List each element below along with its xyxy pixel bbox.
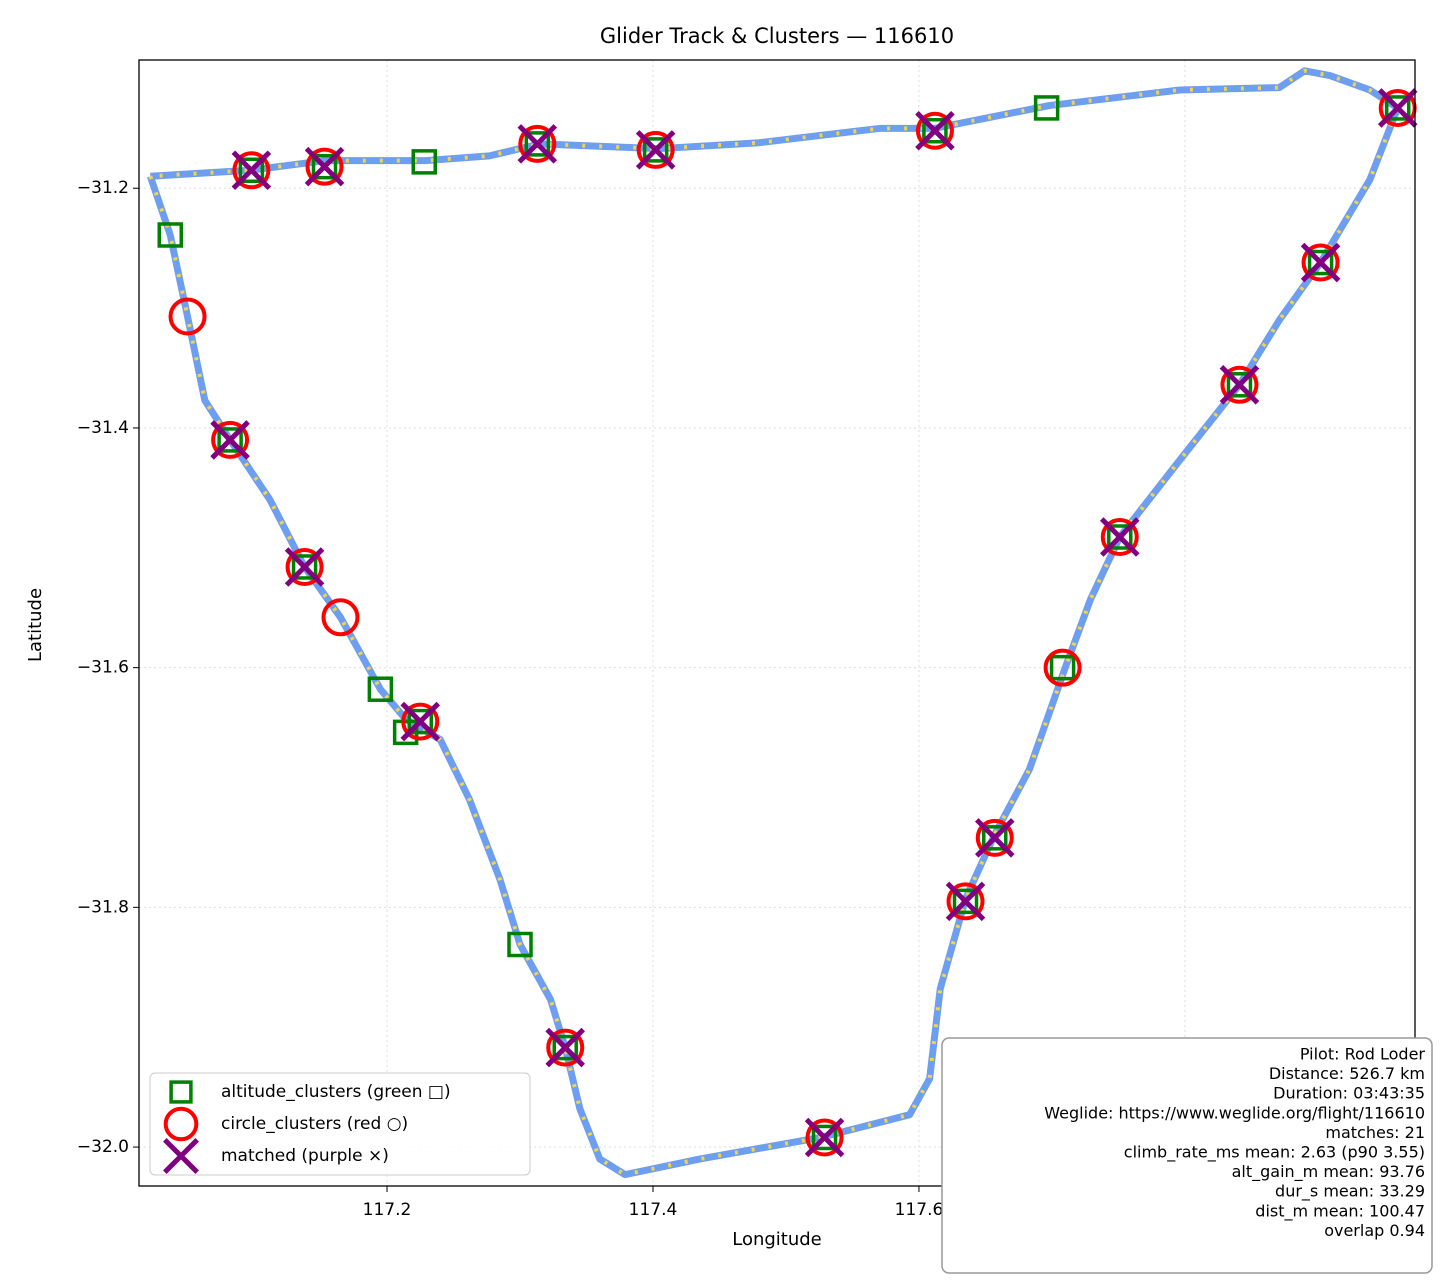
y-tick-label: −31.6 — [77, 658, 129, 678]
altitude-cluster-marker — [1033, 95, 1060, 121]
altitude-cluster-marker — [367, 676, 394, 702]
x-tick-label: 117.6 — [895, 1200, 944, 1220]
circle-cluster-marker — [305, 147, 344, 186]
y-tick-label: −31.4 — [77, 418, 129, 438]
altitude-cluster-marker — [642, 137, 669, 163]
altitude-cluster-marker — [411, 149, 438, 175]
altitude-cluster-marker — [1384, 95, 1411, 121]
legend: altitude_clusters (green □) circle_cluste… — [149, 1072, 531, 1176]
circle-cluster-marker — [1301, 243, 1340, 282]
circle-cluster-marker — [232, 151, 271, 190]
annotation-line: dur_s mean: 33.29 — [1275, 1182, 1425, 1202]
altitude-cluster-marker — [922, 117, 948, 144]
circle-cluster-marker — [636, 130, 675, 169]
altitude-cluster-marker — [238, 157, 265, 184]
annotation-line: overlap 0.94 — [1324, 1221, 1425, 1240]
altitude-cluster-marker — [291, 554, 318, 580]
matched-marker — [284, 547, 325, 587]
x-tick-label: 117.2 — [363, 1200, 412, 1220]
y-tick-label: −31.8 — [77, 897, 129, 917]
circle-cluster-marker — [168, 297, 207, 336]
matched-marker — [400, 701, 441, 742]
circle-cluster-marker — [1043, 648, 1082, 687]
altitude-cluster-marker — [507, 931, 533, 958]
legend-box — [149, 1072, 531, 1176]
circle-cluster-marker — [805, 1118, 844, 1157]
altitude-cluster-marker — [1107, 524, 1133, 550]
circle-cluster-marker — [321, 598, 360, 637]
matched-marker — [210, 420, 250, 460]
altitude-cluster-marker — [1307, 249, 1334, 276]
circle-cluster-marker — [546, 1028, 585, 1067]
altitude-cluster-marker — [1049, 654, 1076, 681]
altitude-cluster-marker — [524, 131, 551, 157]
matched-marker — [545, 1027, 585, 1068]
matched-marker — [1300, 242, 1341, 283]
matched-marker — [304, 146, 345, 187]
y-tick-label: −32.0 — [77, 1137, 129, 1157]
matched-marker — [804, 1117, 845, 1158]
legend-marker — [163, 1106, 199, 1142]
annotation-box — [941, 1037, 1433, 1274]
track-accent — [148, 68, 1401, 1177]
annotation-line: alt_gain_m mean: 93.76 — [1232, 1162, 1425, 1182]
matched-marker — [635, 130, 676, 170]
circle-cluster-marker — [285, 547, 324, 586]
matched-marker — [231, 150, 272, 191]
altitude-cluster-marker — [157, 222, 184, 248]
altitude-cluster-marker — [952, 888, 979, 915]
altitude-cluster-marker — [1226, 372, 1253, 398]
chart-title: Glider Track & Clusters — 116610 — [600, 24, 954, 48]
matched-marker — [1377, 88, 1418, 128]
annotation-line: Pilot: Rod Loder — [1300, 1045, 1426, 1064]
x-tick-label: 117.4 — [629, 1200, 678, 1220]
altitude-cluster-marker — [311, 153, 338, 180]
plot-area — [146, 67, 1418, 1179]
circle-cluster-marker — [975, 818, 1014, 857]
circle-cluster-marker — [518, 124, 557, 163]
x-axis-label: Longitude — [732, 1229, 822, 1250]
circle-cluster-marker — [915, 111, 954, 150]
altitude-cluster-marker — [982, 825, 1008, 851]
altitude-cluster-marker — [552, 1034, 578, 1061]
matched-marker — [974, 818, 1015, 858]
altitude-cluster-marker — [392, 719, 419, 746]
annotation-line: Duration: 03:43:35 — [1273, 1084, 1425, 1103]
annotation-line: climb_rate_ms mean: 2.63 (p90 3.55) — [1124, 1143, 1425, 1163]
annotation-line: Distance: 526.7 km — [1269, 1064, 1425, 1083]
legend-label: altitude_clusters (green □) — [221, 1082, 451, 1102]
y-axis-label: Latitude — [25, 588, 46, 662]
matched-marker — [1219, 365, 1260, 405]
circle-cluster-marker — [1220, 365, 1259, 404]
legend-label: matched (purple ×) — [221, 1146, 389, 1166]
circle-cluster-marker — [946, 882, 985, 921]
matched-marker — [915, 110, 955, 151]
circle-cluster-marker — [1100, 518, 1139, 557]
annotation-line: matches: 21 — [1325, 1123, 1425, 1142]
y-tick-label: −31.2 — [77, 178, 129, 198]
altitude-cluster-marker — [217, 427, 243, 453]
matched-marker — [945, 881, 986, 922]
legend-marker — [169, 1080, 193, 1104]
circle-cluster-marker — [401, 702, 440, 741]
annotation-line: Weglide: https://www.weglide.org/flight/… — [1044, 1103, 1425, 1122]
axes-frame — [138, 59, 1416, 1187]
legend-marker — [163, 1138, 199, 1174]
legend-label: circle_clusters (red ○) — [221, 1114, 408, 1134]
circle-cluster-marker — [211, 420, 250, 459]
matched-marker — [517, 124, 558, 164]
altitude-cluster-marker — [811, 1124, 838, 1151]
annotation-line: dist_m mean: 100.47 — [1255, 1201, 1425, 1221]
matched-marker — [1100, 517, 1140, 557]
